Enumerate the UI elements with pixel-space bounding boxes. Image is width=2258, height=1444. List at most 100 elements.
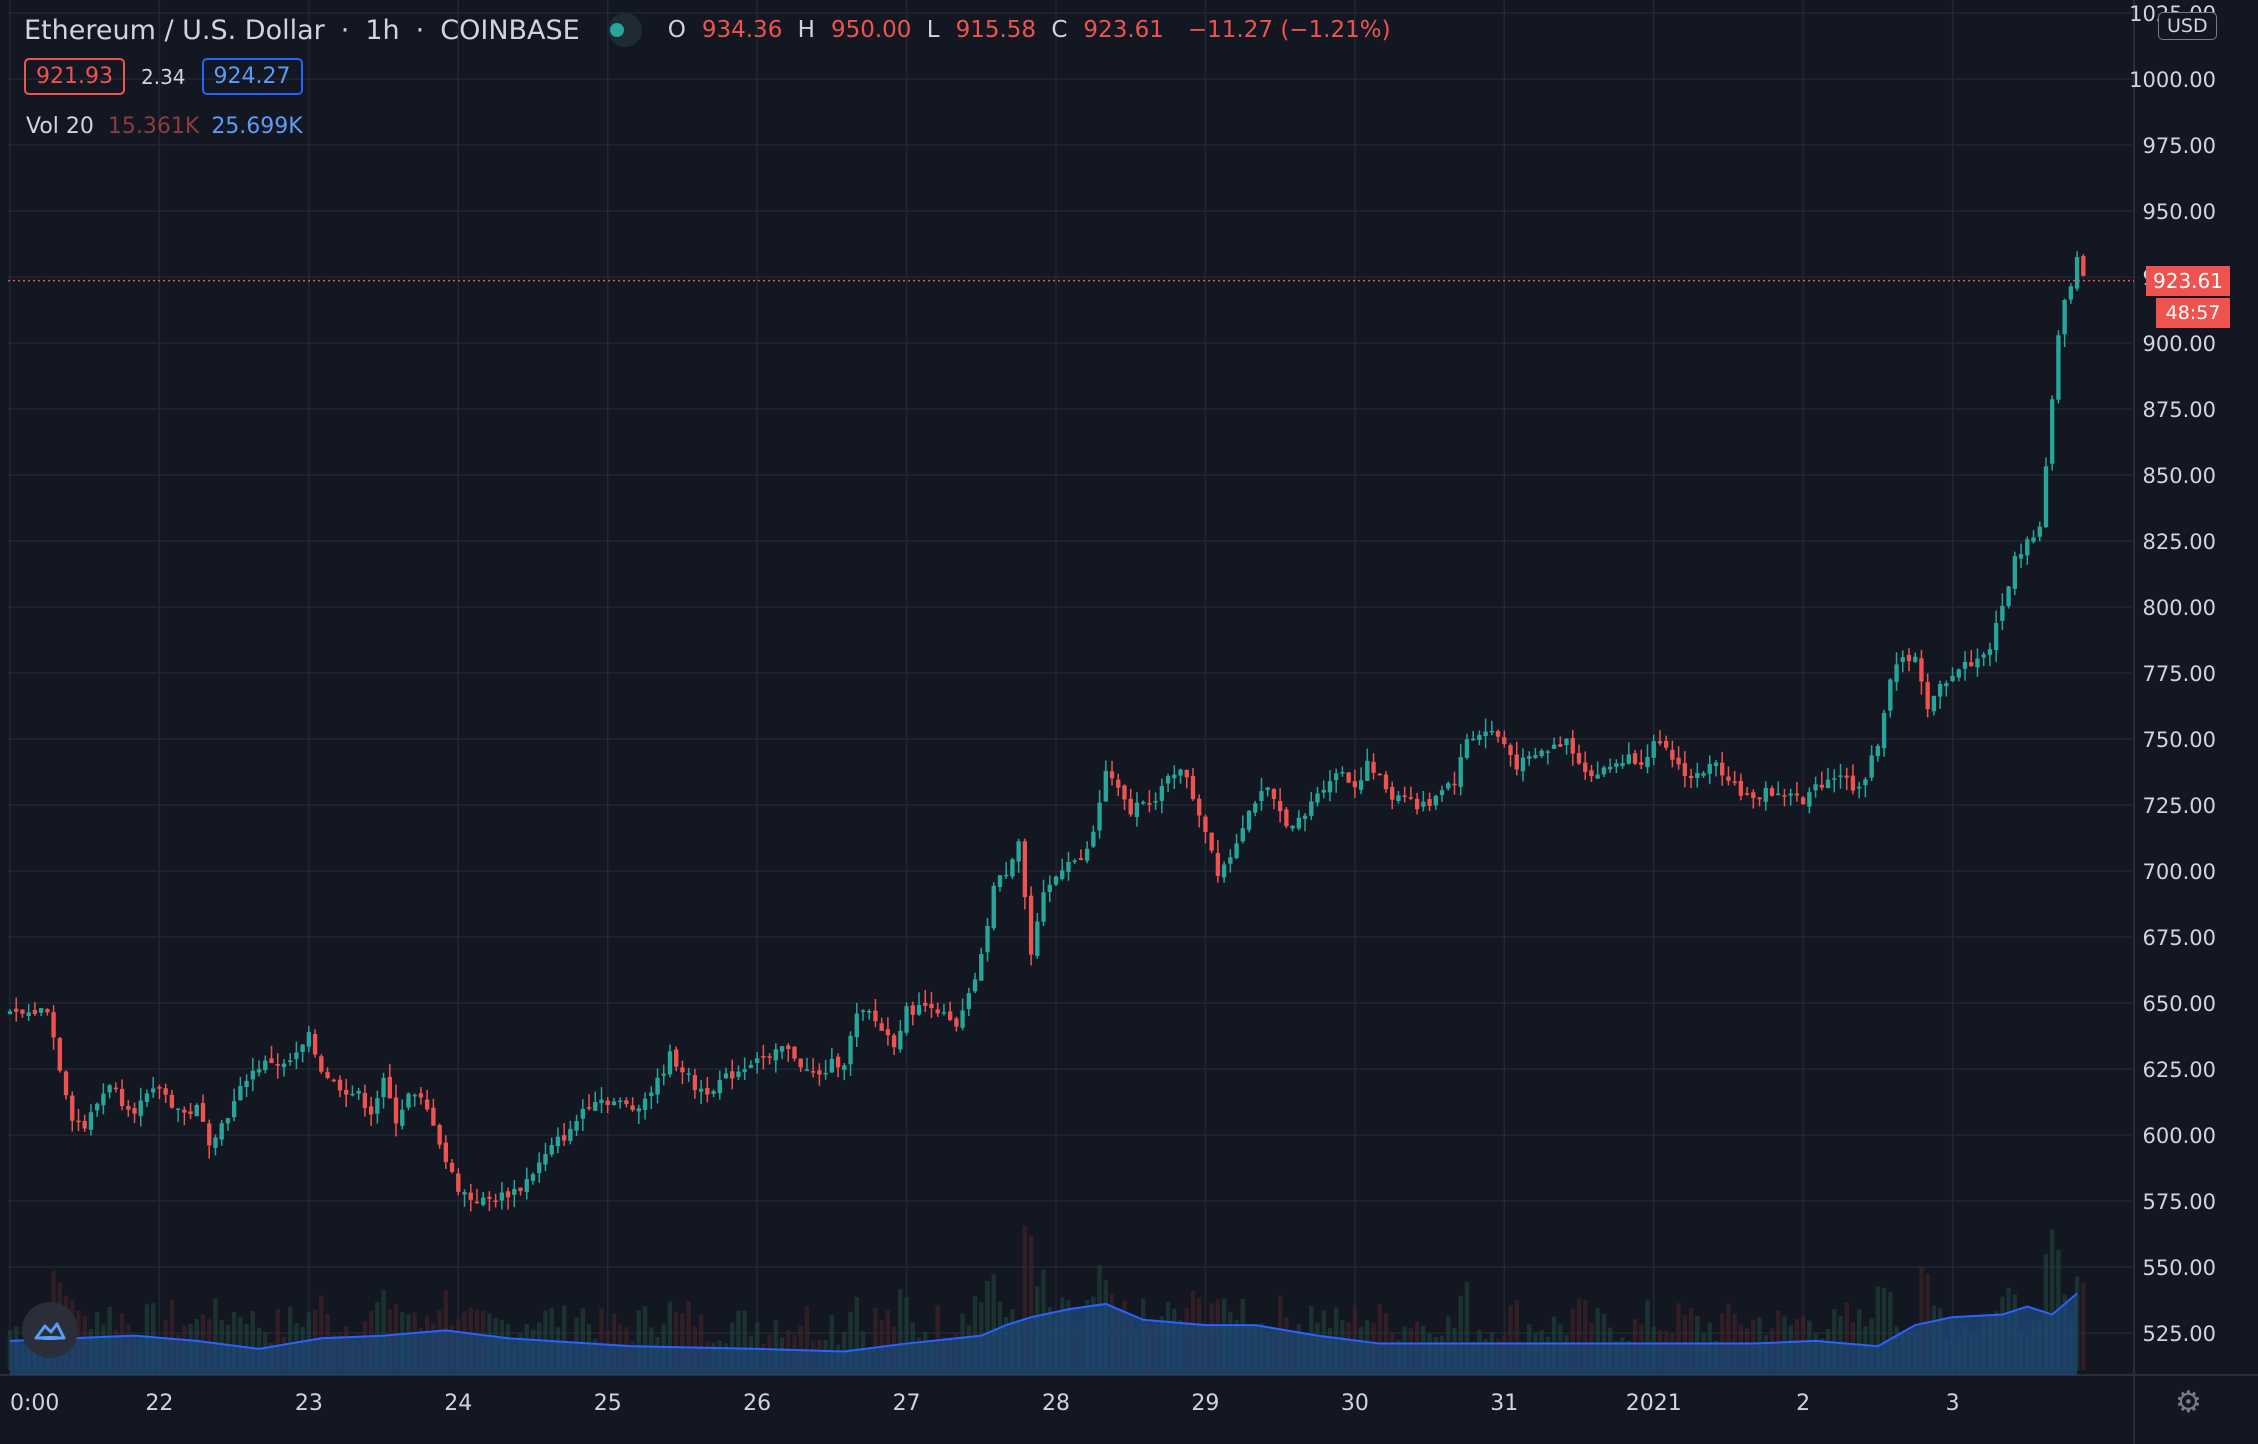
candle-body (1944, 683, 1949, 687)
tradingview-logo-icon[interactable] (22, 1302, 78, 1358)
candle-body (26, 1012, 31, 1017)
candle-body (854, 1013, 859, 1038)
candle-body (1794, 793, 1800, 796)
price-tick-label: 725.00 (2143, 794, 2216, 818)
candle-body (754, 1058, 760, 1063)
gear-icon[interactable]: ⚙ (2175, 1385, 2202, 1420)
candle-body (711, 1091, 716, 1094)
price-tick-label: 675.00 (2143, 926, 2216, 950)
candle-body (362, 1093, 368, 1108)
candle-body (599, 1099, 604, 1104)
date-tick-label: 23 (295, 1391, 323, 1416)
price-tick-label: 875.00 (2143, 398, 2216, 422)
buy-button[interactable]: 924.27 (201, 58, 303, 95)
candle-body (1937, 684, 1943, 697)
candle-body (1315, 793, 1320, 803)
candle-body (1657, 741, 1663, 744)
symbol-name[interactable]: Ethereum / U.S. Dollar (24, 14, 325, 46)
candle-body (1483, 731, 1488, 736)
volume-bar (275, 1308, 280, 1370)
candle-body (1726, 776, 1731, 781)
candle-body (1813, 784, 1818, 791)
candle-body (1010, 859, 1015, 877)
volume-bar (873, 1307, 878, 1370)
candle-body (487, 1196, 492, 1199)
volume-bar (885, 1310, 891, 1370)
volume-bar (169, 1299, 175, 1370)
candle-body (225, 1118, 231, 1124)
candle-body (891, 1035, 897, 1048)
candle-body (1626, 754, 1631, 764)
volume-bar (1570, 1308, 1575, 1370)
volume-bar (1919, 1266, 1924, 1370)
candle-body (412, 1094, 417, 1097)
candle-body (991, 885, 996, 929)
candle-body (1047, 884, 1052, 892)
candle-body (256, 1069, 262, 1073)
sell-button[interactable]: 921.93 (24, 58, 125, 95)
candle-body (468, 1192, 473, 1200)
candle-body (792, 1046, 797, 1059)
candle-body (2081, 256, 2086, 276)
candle-body (207, 1123, 212, 1146)
exchange-label: COINBASE (440, 14, 580, 46)
volume-bar (773, 1320, 778, 1370)
market-status-icon[interactable] (607, 13, 642, 47)
candle-body (2000, 605, 2005, 621)
candle-body (580, 1108, 585, 1119)
candle-body (1109, 771, 1115, 779)
price-tick-label: 600.00 (2143, 1124, 2216, 1148)
volume-bar (680, 1313, 685, 1370)
candle-body (1097, 802, 1102, 831)
candle-body (1981, 654, 1986, 658)
candle-body (1900, 657, 1905, 662)
candle-body (954, 1018, 959, 1027)
candle-body (904, 1006, 909, 1033)
candle-body (692, 1075, 698, 1091)
volume-bar (1875, 1286, 1881, 1370)
candle-body (667, 1051, 673, 1075)
date-tick-label: 2 (1796, 1391, 1810, 1416)
candle-body (736, 1071, 741, 1077)
candle-body (456, 1173, 461, 1192)
candle-body (811, 1071, 816, 1073)
candle-body (1178, 769, 1183, 776)
candle-body (400, 1109, 405, 1126)
candle-body (686, 1073, 691, 1075)
candle-body (107, 1085, 112, 1093)
candle-body (1576, 753, 1582, 764)
candle-body (898, 1030, 903, 1050)
volume-bar (991, 1274, 996, 1370)
candle-body (1551, 744, 1557, 749)
candle-body (437, 1125, 442, 1145)
volume-bar (1844, 1303, 1849, 1370)
candle-body (1607, 766, 1613, 770)
volume-bar (580, 1308, 585, 1370)
candle-body (157, 1086, 162, 1089)
currency-button[interactable]: USD (2158, 12, 2217, 40)
volume-bar (611, 1313, 617, 1370)
date-tick-label: 0:00 (10, 1391, 59, 1416)
interval-label[interactable]: 1h (365, 14, 400, 46)
candle-body (1259, 791, 1264, 802)
candle-body (1620, 762, 1625, 766)
candle-body (537, 1162, 542, 1174)
candle-body (1894, 664, 1899, 683)
volume-bar (381, 1289, 386, 1370)
candle-body (1925, 681, 1930, 710)
volume-indicator-label[interactable]: Vol 20 (26, 114, 94, 139)
candle-body (1035, 921, 1040, 956)
volume-legend[interactable]: Vol 20 15.361K 25.699K (26, 114, 303, 139)
candle-body (312, 1033, 318, 1055)
candle-body (804, 1069, 810, 1072)
candle-body (1041, 892, 1046, 922)
candle-body (2031, 537, 2036, 542)
candle-body (723, 1073, 729, 1079)
volume-bar (742, 1310, 747, 1370)
candle-body (1713, 762, 1719, 766)
volume-bar (1601, 1313, 1607, 1370)
candle-body (817, 1070, 822, 1075)
candle-body (1290, 825, 1295, 829)
